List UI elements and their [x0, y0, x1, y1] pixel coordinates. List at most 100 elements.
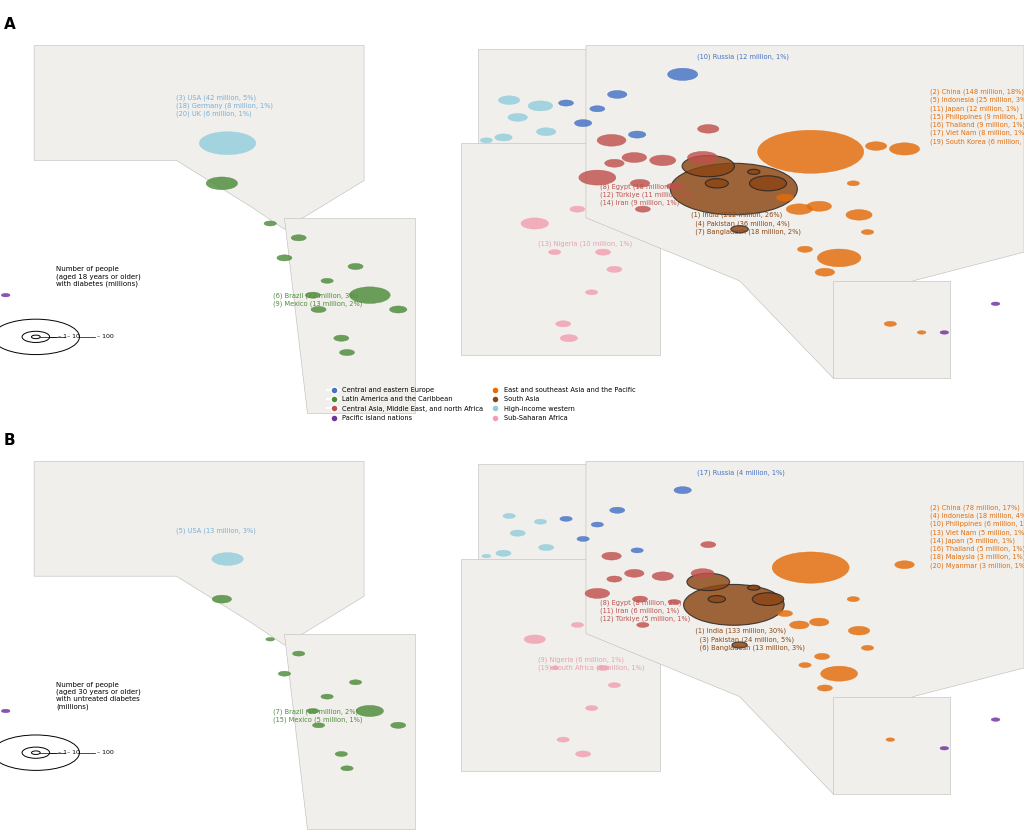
Circle shape: [750, 176, 786, 191]
Polygon shape: [461, 143, 659, 355]
Text: (3) USA (42 million, 5%)
(18) Germany (8 million, 1%)
(20) UK (6 million, 1%): (3) USA (42 million, 5%) (18) Germany (8…: [176, 94, 273, 118]
Circle shape: [674, 486, 691, 494]
Text: – 1: – 1: [57, 334, 67, 339]
Circle shape: [940, 331, 948, 334]
Circle shape: [597, 134, 626, 146]
Circle shape: [321, 694, 333, 699]
Text: (8) Egypt (8 million, 2%)
(11) Iran (6 million, 1%)
(12) Türkiye (5 million, 1%): (8) Egypt (8 million, 2%) (11) Iran (6 m…: [600, 599, 690, 622]
Circle shape: [574, 119, 592, 127]
Circle shape: [895, 561, 914, 569]
Circle shape: [571, 622, 584, 627]
Circle shape: [321, 278, 333, 283]
Circle shape: [212, 553, 244, 565]
Text: A: A: [4, 17, 15, 32]
Circle shape: [846, 209, 872, 220]
Circle shape: [817, 249, 861, 267]
Circle shape: [266, 638, 274, 641]
Circle shape: [496, 550, 511, 556]
Circle shape: [706, 179, 728, 188]
Circle shape: [607, 266, 622, 272]
Circle shape: [495, 134, 512, 141]
Circle shape: [622, 153, 646, 162]
Circle shape: [886, 738, 895, 742]
Circle shape: [510, 530, 525, 536]
Polygon shape: [834, 696, 950, 794]
Circle shape: [608, 683, 621, 688]
Circle shape: [772, 552, 849, 583]
Circle shape: [637, 622, 649, 627]
Circle shape: [918, 331, 926, 334]
Text: – 10: – 10: [67, 750, 80, 755]
Circle shape: [809, 618, 829, 626]
Circle shape: [570, 206, 585, 213]
Circle shape: [550, 666, 559, 669]
Circle shape: [758, 130, 863, 173]
Circle shape: [293, 651, 305, 656]
Circle shape: [687, 573, 730, 591]
Circle shape: [556, 321, 570, 327]
Circle shape: [671, 163, 798, 215]
Circle shape: [633, 596, 647, 602]
Circle shape: [508, 113, 527, 121]
Text: (2) China (78 million, 17%)
(4) Indonesia (18 million, 4%)
(10) Philippines (6 m: (2) China (78 million, 17%) (4) Indonesi…: [930, 505, 1024, 569]
Circle shape: [820, 666, 858, 681]
Circle shape: [861, 645, 873, 650]
Circle shape: [348, 264, 364, 270]
Circle shape: [524, 635, 546, 643]
Circle shape: [535, 519, 547, 524]
Circle shape: [667, 183, 682, 189]
Circle shape: [586, 706, 598, 711]
Text: (8) Egypt (18 million, 2%)
(12) Türkiye (11 million, 1%)
(14) Iran (9 million, 1: (8) Egypt (18 million, 2%) (12) Türkiye …: [600, 183, 694, 207]
Circle shape: [847, 181, 859, 186]
Circle shape: [790, 621, 809, 629]
Circle shape: [577, 537, 589, 542]
Circle shape: [560, 334, 578, 342]
Circle shape: [585, 588, 609, 598]
Circle shape: [815, 268, 835, 276]
Circle shape: [279, 671, 291, 676]
Text: (7) Brazil (10 million, 2%)
(15) Mexico (5 million, 1%): (7) Brazil (10 million, 2%) (15) Mexico …: [273, 708, 362, 723]
Circle shape: [521, 218, 549, 229]
Text: Number of people
(aged 18 years or older)
with diabetes (millions): Number of people (aged 18 years or older…: [56, 266, 141, 287]
Circle shape: [312, 722, 325, 727]
Circle shape: [635, 206, 650, 213]
Circle shape: [708, 596, 726, 602]
Circle shape: [206, 177, 238, 190]
Circle shape: [604, 160, 625, 167]
Circle shape: [276, 255, 292, 261]
Circle shape: [537, 128, 556, 136]
Circle shape: [861, 229, 873, 234]
Circle shape: [575, 751, 591, 757]
Circle shape: [602, 552, 622, 560]
Circle shape: [731, 226, 749, 233]
Circle shape: [799, 663, 811, 668]
Circle shape: [629, 131, 646, 138]
Circle shape: [1, 293, 10, 297]
Circle shape: [539, 544, 554, 550]
Circle shape: [753, 593, 783, 606]
Polygon shape: [834, 281, 950, 378]
Circle shape: [389, 306, 407, 313]
Circle shape: [607, 91, 627, 98]
Text: (5) USA (13 million, 3%): (5) USA (13 million, 3%): [176, 528, 256, 534]
Circle shape: [682, 155, 734, 176]
Polygon shape: [586, 461, 1024, 794]
Text: (1) India (133 million, 30%)
    (3) Pakistan (24 million, 5%)
    (6) Banglades: (1) India (133 million, 30%) (3) Pakista…: [691, 627, 805, 651]
Circle shape: [579, 170, 615, 185]
Circle shape: [786, 204, 812, 214]
Legend: Central and eastern Europe, Latin America and the Caribbean, Central Asia, Middl: Central and eastern Europe, Latin Americ…: [327, 387, 636, 421]
Circle shape: [391, 722, 406, 728]
Polygon shape: [586, 45, 1024, 378]
Circle shape: [591, 522, 603, 527]
Circle shape: [597, 665, 609, 670]
Circle shape: [776, 194, 794, 202]
Circle shape: [335, 752, 347, 757]
Circle shape: [732, 642, 748, 648]
Circle shape: [748, 585, 760, 591]
Circle shape: [630, 180, 650, 187]
Circle shape: [668, 68, 697, 81]
Circle shape: [848, 627, 869, 635]
Circle shape: [652, 572, 674, 580]
Circle shape: [549, 249, 561, 255]
Circle shape: [687, 151, 718, 164]
